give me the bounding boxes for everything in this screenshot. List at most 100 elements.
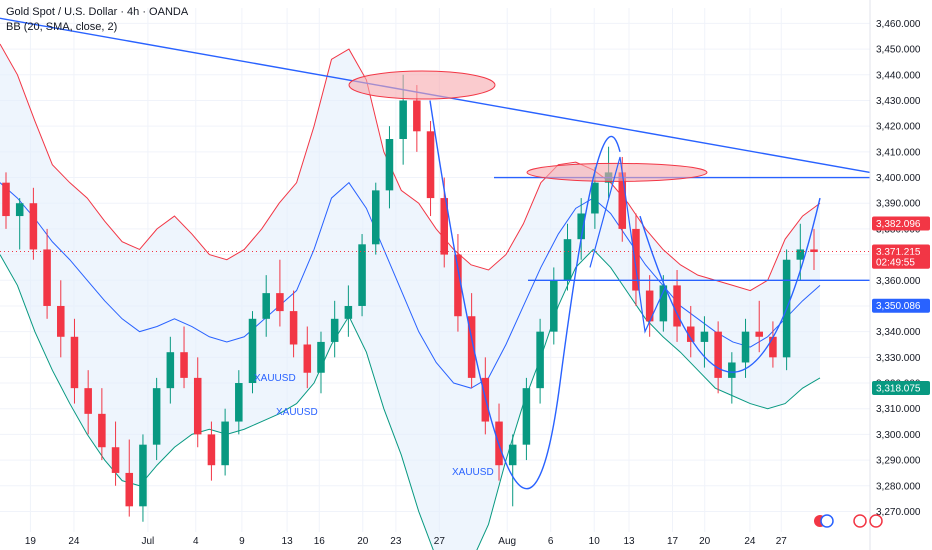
candle [289,290,298,358]
candle-body [686,326,695,342]
candle [426,121,435,217]
candle-body [358,244,366,306]
candle [508,434,517,507]
candle-body [289,311,298,345]
y-tick-label: 3,430.000 [876,96,921,107]
candle-body [303,344,312,373]
annotation-label: XAUUSD [452,467,494,478]
price-badge[interactable]: 3,318.075 [872,380,930,395]
y-tick-label: 3,400.000 [876,173,921,184]
annotation-label: XAUUSD [254,373,296,384]
candle-body [632,228,640,291]
top-ellipse [348,70,496,100]
candle-body [276,293,284,312]
price-badge[interactable]: 02:49:55 [872,254,930,269]
candle [536,318,544,404]
x-tick-label: 24 [744,536,756,547]
candle-body [344,305,353,319]
candle [563,223,572,291]
candle-body [317,341,325,373]
price-axis[interactable]: 3,270.000 3,280.000 3,290.000 3,300.000 3,31… [869,0,930,550]
price-badge-bg [872,254,930,269]
y-tick-label: 3,450.000 [876,45,921,56]
y-tick-label: 3,300.000 [876,430,921,441]
candle-body [166,352,175,389]
candle [235,370,243,435]
candle [769,321,777,368]
candle-body [467,316,476,378]
candle [344,285,353,337]
y-tick-label: 3,440.000 [876,70,921,81]
event-icons[interactable] [814,514,883,528]
candle [152,377,161,461]
candle [577,198,585,260]
candle [700,316,709,368]
price-badge-label: 02:49:55 [876,257,915,268]
x-tick-label: Aug [498,536,516,547]
candle-body [536,331,544,389]
candle [303,326,312,389]
candle-body [769,336,777,358]
candle-body [508,444,517,466]
us-flag-icon[interactable] [869,514,883,528]
candle [29,187,38,260]
candle [371,182,380,255]
us-flag-icon[interactable] [853,514,867,528]
x-tick-label: 4 [193,536,199,547]
candle-body [98,413,106,448]
candle-body [371,190,380,245]
candle [207,421,216,481]
candle [330,300,339,358]
x-tick-label: 6 [548,536,554,547]
candle-body [550,280,558,332]
candle-body [741,331,750,363]
candle-body [221,421,229,466]
band-upper [0,43,821,292]
candle [454,234,462,332]
candle [221,408,229,476]
candle [262,275,270,337]
candle-body [714,331,722,378]
time-axis[interactable]: 19 24 Jul 4 9 13 16 20 23 27 Aug 6 10 13 17 20 24 27 [25,536,787,547]
candle [57,280,65,358]
candle [70,318,79,404]
price-badge-label: 3,382.096 [876,219,921,230]
candle-body [755,331,763,337]
y-tick-label: 3,390.000 [876,199,921,210]
band-lower [0,248,821,550]
candle-body [180,352,188,378]
band-fill [0,43,820,550]
price-badge[interactable]: 3,350.086 [872,298,930,313]
candle [810,228,818,270]
us-flag-icon[interactable] [820,514,834,528]
candle-body [399,100,407,139]
x-tick-label: Jul [142,536,155,547]
candle-body [248,318,257,384]
price-badge[interactable]: 3,382.096 [872,216,930,231]
candle [755,300,763,353]
candle [276,259,284,327]
candle [673,270,681,342]
price-badge-label: 3,318.075 [876,383,921,394]
candle-body [2,182,10,217]
candle [358,234,366,317]
candle [125,439,134,517]
candle [248,311,257,394]
x-tick-label: 10 [589,536,601,547]
candle [166,336,175,404]
annotations: XAUUSD XAUUSD XAUUSD [254,373,494,478]
y-tick-label: 3,420.000 [876,122,921,133]
x-tick-label: 19 [25,536,37,547]
y-tick-label: 3,460.000 [876,19,921,30]
y-tick-label: 3,340.000 [876,327,921,338]
candle-body [563,239,572,281]
candle-body [454,254,462,317]
legend-indicator: BB (20, SMA, close, 2) [6,21,117,33]
candle-body [700,331,709,342]
drawings [0,17,871,490]
candle-body [15,203,24,217]
candle-body [440,198,449,255]
x-tick-label: 17 [667,536,679,547]
